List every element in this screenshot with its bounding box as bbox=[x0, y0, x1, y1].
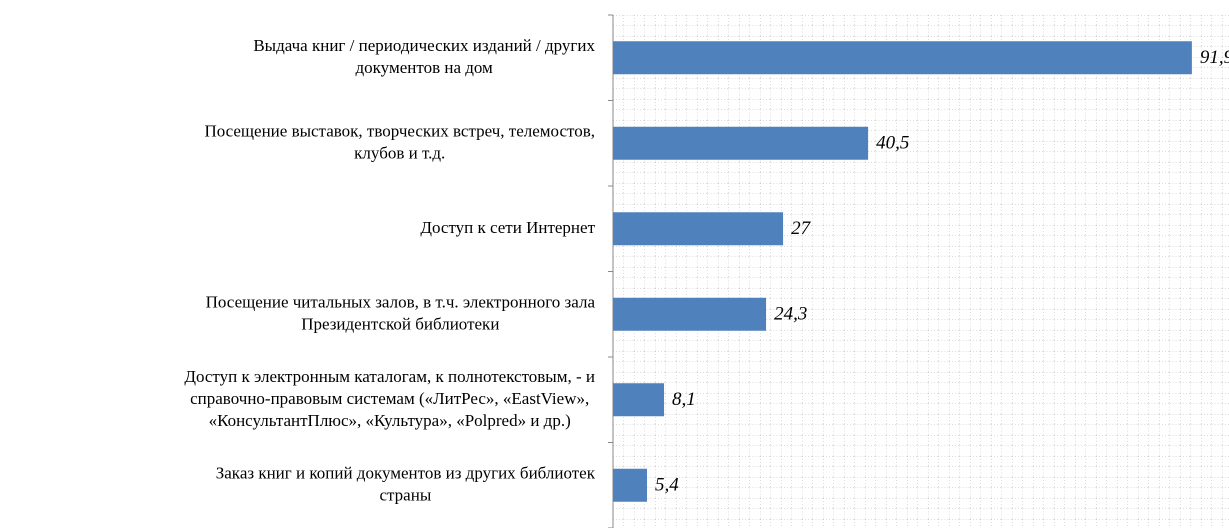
y-tick-label: Доступ к электронным каталогам, к полнот… bbox=[184, 367, 595, 430]
value-label: 40,5 bbox=[876, 133, 909, 154]
bar bbox=[613, 126, 869, 160]
bar bbox=[613, 41, 1192, 75]
value-label: 27 bbox=[791, 218, 812, 239]
value-label: 5,4 bbox=[655, 475, 679, 496]
value-label: 91,9 bbox=[1200, 47, 1229, 68]
y-tick-label: Выдача книг / периодических изданий / др… bbox=[253, 36, 595, 77]
grid bbox=[613, 15, 1229, 528]
bar bbox=[613, 383, 665, 417]
value-label: 8,1 bbox=[672, 389, 696, 410]
y-tick-label: Посещение выставок, творческих встреч, т… bbox=[204, 121, 595, 162]
bar bbox=[613, 468, 648, 502]
y-tick-label: Доступ к сети Интернет bbox=[420, 218, 595, 237]
value-label: 24,3 bbox=[774, 304, 807, 325]
y-tick-label: Заказ книг и копий документов из других … bbox=[216, 463, 596, 504]
bar bbox=[613, 297, 767, 331]
y-tick-label: Посещение читальных залов, в т.ч. электр… bbox=[206, 292, 596, 333]
bar bbox=[613, 212, 784, 246]
